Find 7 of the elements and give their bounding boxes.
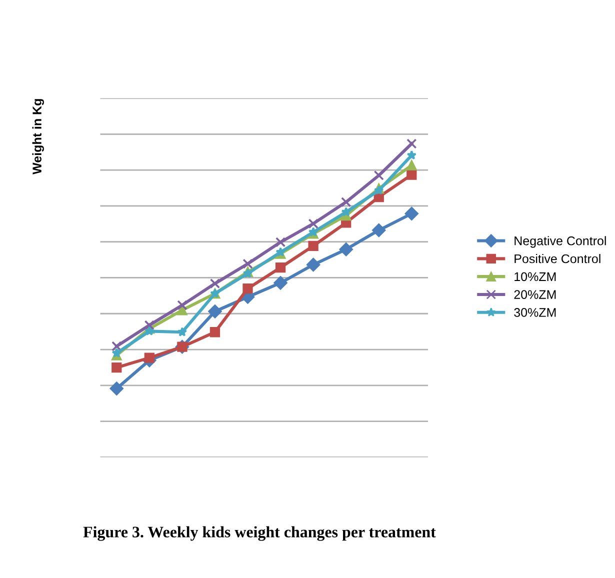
y-axis-title: Weight in Kg (32, 99, 44, 174)
legend-label: 20%ZM (514, 290, 556, 299)
caption: Figure 3. Weekly kids weight changes per treatment (83, 526, 436, 541)
legend-label: 10%ZM (514, 272, 556, 282)
legend-label: Negative Control (514, 236, 606, 248)
legend-label: 30%ZM (514, 308, 556, 317)
legend-label: Positive Control (514, 254, 600, 264)
